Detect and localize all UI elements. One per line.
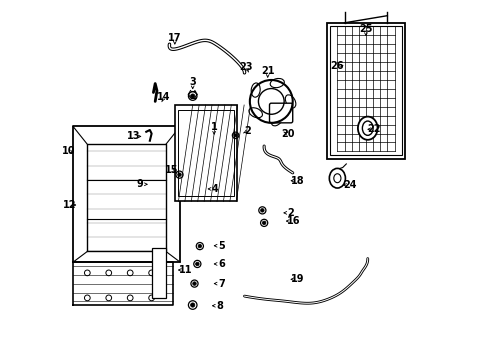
Text: 19: 19 xyxy=(291,274,304,284)
Text: 23: 23 xyxy=(239,63,252,72)
Text: 2: 2 xyxy=(244,126,251,136)
Bar xyxy=(178,111,233,196)
Text: 2: 2 xyxy=(287,208,294,218)
FancyBboxPatch shape xyxy=(269,103,292,123)
Text: 21: 21 xyxy=(261,66,274,76)
Circle shape xyxy=(195,262,199,266)
Text: 17: 17 xyxy=(168,33,181,43)
Circle shape xyxy=(233,134,237,137)
Ellipse shape xyxy=(362,121,372,135)
Circle shape xyxy=(192,282,196,285)
Text: 15: 15 xyxy=(164,165,178,175)
Text: 10: 10 xyxy=(62,146,75,156)
Text: 16: 16 xyxy=(286,216,300,226)
Text: 12: 12 xyxy=(62,200,76,210)
Text: 9: 9 xyxy=(137,179,143,189)
Text: 26: 26 xyxy=(329,61,343,71)
Text: 14: 14 xyxy=(157,92,170,102)
Ellipse shape xyxy=(333,174,340,183)
Text: 13: 13 xyxy=(127,131,140,141)
Bar xyxy=(175,105,237,202)
Bar xyxy=(151,248,165,298)
Text: 24: 24 xyxy=(343,180,356,190)
Circle shape xyxy=(177,173,181,176)
Text: 6: 6 xyxy=(218,259,224,269)
Text: 25: 25 xyxy=(359,24,372,34)
Bar xyxy=(329,26,401,155)
Ellipse shape xyxy=(328,168,345,188)
Text: 4: 4 xyxy=(211,184,218,194)
Text: 11: 11 xyxy=(179,265,192,275)
Circle shape xyxy=(262,221,265,225)
Ellipse shape xyxy=(357,117,377,140)
Text: 1: 1 xyxy=(210,122,217,132)
Circle shape xyxy=(198,244,201,248)
Text: 7: 7 xyxy=(218,279,224,289)
Circle shape xyxy=(260,208,264,212)
Bar xyxy=(326,23,405,158)
Text: 20: 20 xyxy=(281,129,295,139)
Circle shape xyxy=(190,94,194,98)
Text: 22: 22 xyxy=(366,124,380,134)
Text: 5: 5 xyxy=(218,241,224,251)
Text: 3: 3 xyxy=(189,77,196,87)
Circle shape xyxy=(190,303,194,307)
Text: 18: 18 xyxy=(290,176,304,186)
Text: 8: 8 xyxy=(216,301,223,311)
